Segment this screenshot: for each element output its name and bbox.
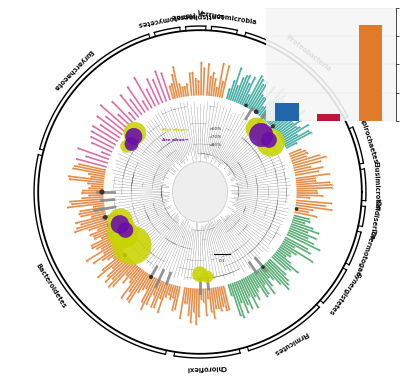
Text: >80%: >80%: [208, 143, 222, 147]
Circle shape: [202, 271, 213, 283]
Text: Synergistetes: Synergistetes: [327, 270, 362, 316]
Text: Caldiserica: Caldiserica: [368, 199, 380, 240]
Circle shape: [124, 122, 146, 144]
Text: Thermotogae: Thermotogae: [354, 228, 377, 277]
Circle shape: [262, 132, 276, 147]
Text: Elusimicrobia: Elusimicrobia: [372, 161, 380, 211]
Circle shape: [150, 276, 152, 278]
Text: 0.1: 0.1: [218, 259, 225, 263]
Circle shape: [256, 130, 272, 146]
Circle shape: [192, 267, 208, 282]
Circle shape: [108, 218, 138, 248]
Text: Lentisphaerae: Lentisphaerae: [170, 12, 224, 19]
Circle shape: [250, 123, 273, 147]
Circle shape: [296, 208, 298, 210]
Circle shape: [262, 266, 264, 268]
Circle shape: [122, 230, 137, 245]
Text: Are abun→: Are abun→: [162, 138, 188, 142]
Circle shape: [245, 104, 247, 106]
Circle shape: [100, 190, 104, 194]
Bar: [317, 114, 340, 121]
Circle shape: [246, 118, 268, 140]
Circle shape: [104, 216, 107, 219]
Circle shape: [108, 209, 132, 233]
Circle shape: [125, 137, 138, 151]
Text: Firmicutes: Firmicutes: [272, 330, 309, 356]
Circle shape: [111, 215, 129, 233]
Bar: [359, 25, 382, 121]
Circle shape: [120, 140, 133, 152]
Circle shape: [272, 125, 274, 128]
Text: >70%: >70%: [208, 135, 222, 139]
Text: Spirochaetes: Spirochaetes: [358, 116, 378, 164]
Circle shape: [124, 254, 126, 257]
Circle shape: [118, 222, 133, 238]
Text: Bacteroidetes: Bacteroidetes: [34, 262, 67, 309]
Bar: [276, 103, 298, 121]
Text: Planctomycetes: Planctomycetes: [137, 10, 196, 28]
Text: Proteobacteria: Proteobacteria: [285, 34, 332, 73]
Text: Chloroflexi: Chloroflexi: [186, 364, 226, 372]
Polygon shape: [172, 162, 228, 222]
Circle shape: [124, 133, 140, 148]
Text: Met abun→: Met abun→: [162, 128, 188, 132]
Text: Verrucomicrobia: Verrucomicrobia: [197, 10, 258, 26]
Text: >60%: >60%: [208, 127, 222, 131]
Circle shape: [116, 217, 133, 234]
Circle shape: [257, 129, 284, 156]
Circle shape: [126, 128, 142, 145]
Circle shape: [254, 110, 258, 113]
Circle shape: [113, 226, 151, 265]
Text: Euryarchaeota: Euryarchaeota: [52, 48, 94, 91]
